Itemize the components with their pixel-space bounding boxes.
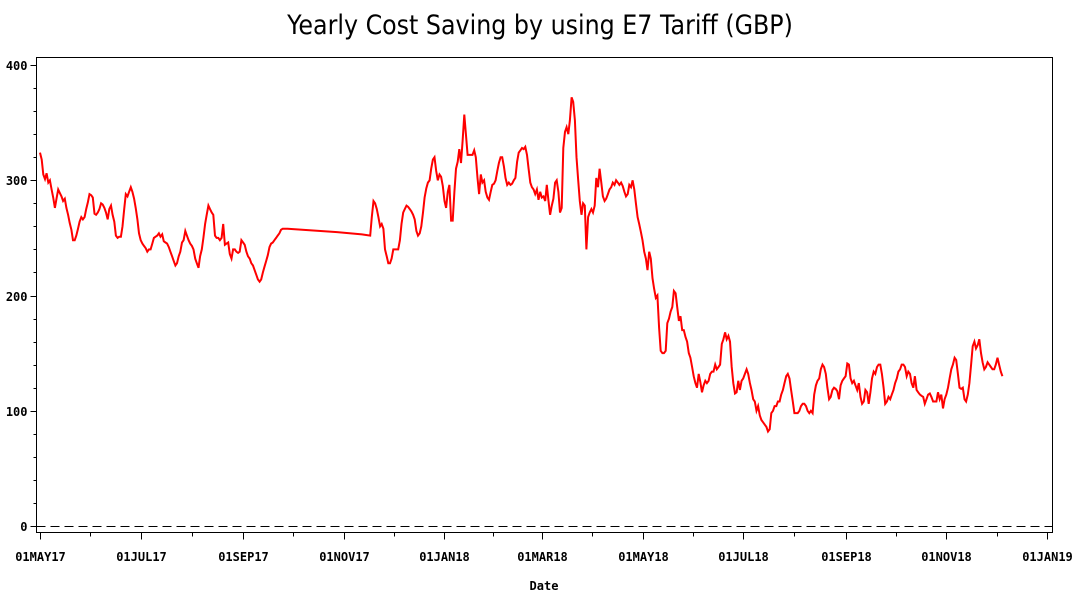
x-tick-label: 01MAR18 <box>517 550 568 564</box>
y-axis: 0 100 200 300 400 <box>6 59 37 534</box>
x-tick-label: 01JAN18 <box>419 550 470 564</box>
x-tick-label: 01JAN19 <box>1022 550 1073 564</box>
y-tick-label: 200 <box>6 290 28 304</box>
y-tick-label: 400 <box>6 59 28 73</box>
x-tick-label: 01SEP17 <box>218 550 269 564</box>
x-axis-label: Date <box>530 579 559 593</box>
x-tick-label: 01JUL17 <box>116 550 167 564</box>
x-tick-label: 01NOV17 <box>319 550 370 564</box>
x-tick-label: 01SEP18 <box>821 550 872 564</box>
plot-frame <box>36 57 1053 533</box>
x-tick-label: 01MAY18 <box>618 550 669 564</box>
chart-title: Yearly Cost Saving by using E7 Tariff (G… <box>286 9 793 41</box>
y-tick-label: 100 <box>6 405 28 419</box>
x-tick-label: 01JUL18 <box>718 550 769 564</box>
y-tick-label: 0 <box>20 520 27 534</box>
series-line-yearly-cost-saving <box>39 96 1004 434</box>
x-tick-label: 01NOV18 <box>921 550 972 564</box>
x-axis: 01MAY17 01JUL17 01SEP17 01NOV17 01JAN18 01MAR… <box>15 532 1073 564</box>
x-tick-label: 01MAY17 <box>15 550 66 564</box>
y-tick-label: 300 <box>6 174 28 188</box>
